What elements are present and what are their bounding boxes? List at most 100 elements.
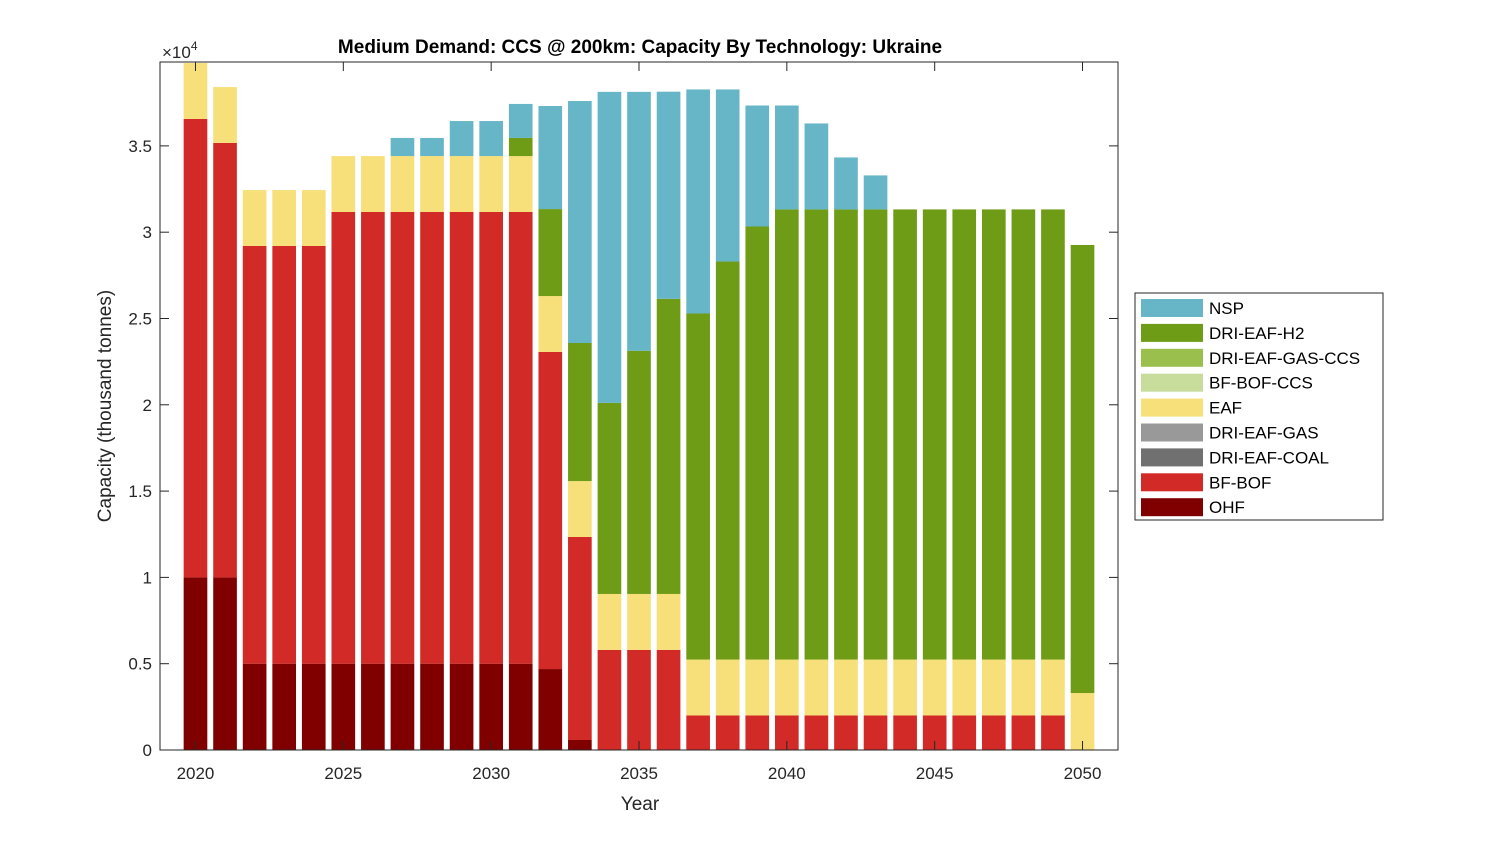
- bar-nsp-2043: [863, 175, 888, 210]
- bar-eaf-2025: [331, 156, 356, 212]
- legend-label-dri-eaf-gas: DRI-EAF-GAS: [1209, 424, 1319, 443]
- bar-dri-eaf-h2-2031: [508, 137, 533, 157]
- legend-swatch-dri-eaf-coal: [1141, 448, 1203, 467]
- legend-swatch-dri-eaf-h2: [1141, 323, 1203, 342]
- legend-label-dri-eaf-coal: DRI-EAF-COAL: [1209, 448, 1329, 467]
- chart-title: Medium Demand: CCS @ 200km: Capacity By …: [338, 37, 942, 58]
- bar-bf-bof-2044: [893, 715, 917, 750]
- bar-nsp-2035: [627, 91, 651, 351]
- legend-label-eaf: EAF: [1209, 399, 1242, 418]
- bar-eaf-2027: [390, 156, 415, 212]
- bar-eaf-2044: [893, 659, 917, 716]
- bar-dri-eaf-h2-2046: [952, 209, 977, 660]
- bar-eaf-2024: [301, 190, 326, 246]
- bar-ohf-2025: [331, 663, 356, 750]
- bar-ohf-2022: [242, 663, 267, 750]
- bar-dri-eaf-h2-2045: [922, 209, 947, 660]
- x-tick-label: 2020: [177, 764, 215, 783]
- bar-nsp-2037: [686, 89, 710, 314]
- x-tick-label: 2035: [620, 764, 658, 783]
- legend-swatch-dri-eaf-gas: [1141, 423, 1203, 442]
- bar-bf-bof-2034: [597, 649, 622, 750]
- bar-bf-bof-2024: [301, 245, 326, 664]
- bar-ohf-2026: [361, 663, 385, 750]
- bar-bf-bof-2045: [922, 715, 947, 750]
- legend-label-bf-bof-ccs: BF-BOF-CCS: [1209, 374, 1313, 393]
- bar-bf-bof-2042: [834, 715, 858, 750]
- bar-nsp-2034: [597, 91, 622, 403]
- bar-nsp-2040: [775, 105, 799, 210]
- bar-eaf-2046: [952, 659, 977, 716]
- bar-group: [183, 63, 1095, 750]
- bar-bf-bof-2047: [981, 715, 1006, 750]
- bar-bf-bof-2021: [213, 142, 237, 578]
- bar-dri-eaf-h2-2041: [804, 209, 829, 660]
- bar-nsp-2036: [656, 91, 681, 299]
- bar-dri-eaf-h2-2040: [775, 209, 799, 660]
- bar-dri-eaf-h2-2044: [893, 209, 917, 660]
- bar-eaf-2035: [627, 593, 651, 650]
- bar-eaf-2021: [213, 87, 237, 143]
- bar-eaf-2029: [449, 156, 474, 212]
- x-tick-label: 2040: [768, 764, 806, 783]
- bar-eaf-2028: [420, 156, 444, 212]
- bar-dri-eaf-h2-2032: [538, 209, 563, 297]
- bar-eaf-2037: [686, 659, 710, 716]
- y-axis-label: Capacity (thousand tonnes): [95, 290, 116, 522]
- bar-eaf-2050: [1070, 693, 1095, 750]
- bar-ohf-2028: [420, 663, 444, 750]
- bar-ohf-2030: [479, 663, 503, 750]
- bar-bf-bof-2020: [183, 118, 208, 578]
- bar-bf-bof-2035: [627, 649, 651, 750]
- bar-bf-bof-2033: [568, 537, 592, 740]
- bar-dri-eaf-h2-2037: [686, 313, 710, 660]
- bar-ohf-2023: [272, 663, 297, 750]
- bar-bf-bof-2043: [863, 715, 888, 750]
- legend-swatch-ohf: [1141, 498, 1203, 517]
- bar-bf-bof-2025: [331, 211, 356, 664]
- bar-eaf-2026: [361, 156, 385, 212]
- legend-swatch-dri-eaf-gas-ccs: [1141, 348, 1203, 367]
- bar-eaf-2041: [804, 659, 829, 716]
- bar-eaf-2020: [183, 63, 208, 119]
- bar-eaf-2039: [745, 659, 770, 716]
- bar-eaf-2033: [568, 481, 592, 538]
- bar-eaf-2043: [863, 659, 888, 716]
- y-tick-label: 2.5: [128, 309, 152, 328]
- bar-nsp-2028: [420, 137, 444, 157]
- legend-label-nsp: NSP: [1209, 299, 1244, 318]
- bar-bf-bof-2031: [508, 211, 533, 664]
- bar-eaf-2022: [242, 190, 267, 246]
- x-tick-label: 2050: [1064, 764, 1102, 783]
- bar-eaf-2048: [1011, 659, 1036, 716]
- bar-dri-eaf-h2-2038: [715, 261, 740, 660]
- bar-bf-bof-2040: [775, 715, 799, 750]
- bar-dri-eaf-h2-2047: [981, 209, 1006, 660]
- y-exponent-label: ×104: [162, 39, 198, 62]
- y-tick-label: 2: [143, 396, 152, 415]
- y-tick-label: 0.5: [128, 655, 152, 674]
- bar-nsp-2041: [804, 123, 829, 210]
- bar-ohf-2033: [568, 739, 592, 750]
- bar-ohf-2020: [183, 577, 208, 750]
- bar-bf-bof-2046: [952, 715, 977, 750]
- bar-bf-bof-2022: [242, 245, 267, 664]
- bar-eaf-2031: [508, 156, 533, 212]
- bar-dri-eaf-h2-2050: [1070, 244, 1095, 694]
- bar-bf-bof-2029: [449, 211, 474, 664]
- y-tick-label: 1: [143, 568, 152, 587]
- bar-eaf-2034: [597, 593, 622, 650]
- bar-nsp-2039: [745, 105, 770, 227]
- bar-bf-bof-2041: [804, 715, 829, 750]
- bar-ohf-2031: [508, 663, 533, 750]
- bar-dri-eaf-h2-2042: [834, 209, 858, 660]
- bar-bf-bof-2037: [686, 715, 710, 750]
- bar-nsp-2032: [538, 106, 563, 210]
- bar-ohf-2027: [390, 663, 415, 750]
- bar-bf-bof-2026: [361, 211, 385, 664]
- bar-eaf-2045: [922, 659, 947, 716]
- bar-dri-eaf-h2-2035: [627, 350, 651, 594]
- bar-bf-bof-2027: [390, 211, 415, 664]
- bar-eaf-2042: [834, 659, 858, 716]
